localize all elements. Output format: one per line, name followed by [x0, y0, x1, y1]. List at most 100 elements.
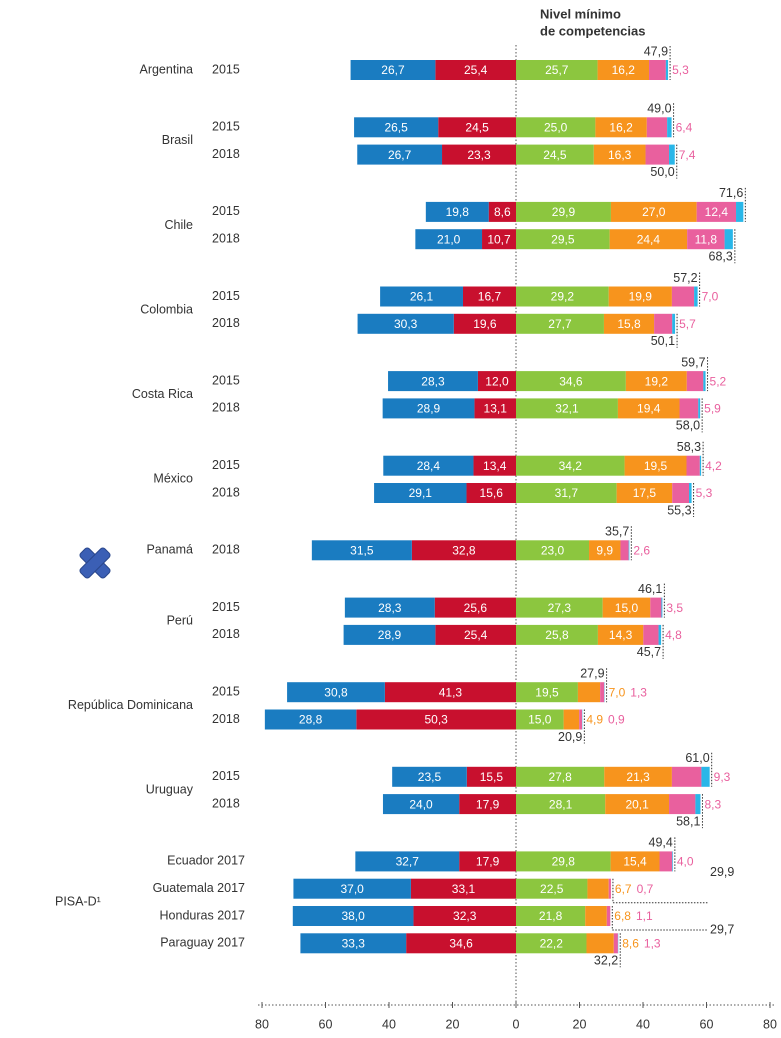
bar-segment: [287, 682, 385, 703]
row-label: 2018: [212, 316, 240, 330]
bar-segment: [411, 540, 516, 561]
bar-segment: [687, 229, 725, 250]
segment-label: 13,1: [484, 402, 508, 416]
bar-segment: [435, 624, 516, 645]
segment-label: 32,1: [555, 402, 579, 416]
bar-segment: [406, 933, 516, 954]
segment-label: 33,3: [342, 936, 366, 950]
bar-segment: [608, 286, 672, 307]
total-label: 29,7: [710, 922, 734, 936]
segment-label: 29,9: [552, 205, 576, 219]
bar-segment: [473, 455, 516, 476]
bar-segment: [516, 794, 606, 815]
segment-label: 7,4: [679, 148, 696, 162]
bar-segment: [435, 60, 516, 80]
bar-segment: [516, 766, 605, 787]
bar-segment: [577, 682, 601, 703]
segment-label: 0,7: [637, 882, 654, 896]
segment-label: 4,2: [705, 459, 722, 473]
group-label: México: [153, 472, 193, 486]
row-label: 2018: [212, 401, 240, 415]
total-label: 59,7: [681, 355, 705, 369]
segment-label: 25,0: [544, 120, 568, 134]
segment-label: 4,8: [665, 628, 682, 642]
bar-segment: [425, 201, 489, 222]
segment-label: 27,0: [642, 205, 666, 219]
bar-segment: [703, 371, 706, 392]
bar-segment: [646, 117, 668, 138]
row-label: Guatemala 2017: [153, 881, 245, 895]
segment-label: 10,7: [487, 232, 511, 246]
segment-label: 26,5: [384, 120, 408, 134]
bar-segment: [698, 398, 701, 419]
segment-label: 28,8: [299, 713, 323, 727]
segment-label: 5,2: [710, 374, 727, 388]
total-label: 58,0: [676, 419, 700, 433]
bar-segment: [413, 906, 516, 926]
segment-label: 29,5: [551, 232, 575, 246]
total-label: 50,0: [650, 165, 674, 179]
total-label: 27,9: [580, 666, 604, 680]
segment-label: 17,5: [633, 486, 657, 500]
segment-label: 22,2: [540, 936, 564, 950]
segment-label: 19,9: [629, 290, 653, 304]
x-tick-label: 40: [636, 1017, 650, 1031]
x-tick-label: 80: [255, 1017, 269, 1031]
row-label: 2018: [212, 231, 240, 245]
bar-segment: [686, 455, 700, 476]
total-bracket: [612, 878, 708, 904]
title-line: Nivel mínimo: [540, 6, 621, 21]
group-label: Chile: [165, 218, 194, 232]
bar-segment: [610, 201, 697, 222]
segment-label: 50,3: [424, 713, 448, 727]
total-label: 50,1: [651, 334, 675, 348]
bar-segment: [382, 398, 475, 419]
bar-segment: [462, 286, 516, 307]
bar-segment: [579, 709, 583, 730]
segment-label: 28,9: [378, 628, 402, 642]
bar-segment: [606, 906, 611, 926]
bar-segment: [593, 144, 646, 165]
x-tick-label: 20: [446, 1017, 460, 1031]
segment-label: 32,3: [453, 909, 477, 923]
segment-label: 19,6: [473, 317, 497, 331]
bar-segment: [616, 483, 673, 503]
bar-segment: [354, 117, 439, 138]
segment-label: 4,0: [677, 855, 694, 869]
segment-label: 15,5: [480, 770, 504, 784]
cross-icon: [79, 547, 111, 579]
x-tick-label: 60: [319, 1017, 333, 1031]
segment-label: 20,1: [625, 797, 649, 811]
segment-label: 27,7: [548, 317, 572, 331]
bar-segment: [613, 933, 618, 954]
bar-segment: [620, 540, 629, 561]
bar-segment: [610, 851, 660, 872]
bar-segment: [382, 794, 460, 815]
segment-label: 0,9: [608, 713, 625, 727]
x-tick-label: 60: [700, 1017, 714, 1031]
segment-label: 30,3: [394, 317, 418, 331]
row-label: 2015: [212, 120, 240, 134]
bar-segment: [600, 682, 605, 703]
segment-label: 19,4: [637, 402, 661, 416]
segment-label: 17,9: [476, 855, 500, 869]
total-label: 68,3: [709, 249, 733, 263]
segment-label: 5,9: [704, 402, 721, 416]
bar-segment: [442, 144, 516, 165]
segment-label: 30,8: [324, 685, 348, 699]
bar-segment: [516, 455, 625, 476]
segment-label: 25,6: [464, 601, 488, 615]
bar-segment: [392, 766, 467, 787]
total-label: 45,7: [637, 645, 661, 659]
bar-segment: [516, 371, 626, 392]
bar-segment: [605, 794, 670, 815]
segment-label: 19,2: [645, 374, 669, 388]
bar-segment: [516, 117, 596, 138]
group-label: Costa Rica: [132, 387, 193, 401]
segment-label: 8,6: [622, 936, 639, 950]
bar-segment: [603, 313, 655, 334]
segment-label: 6,8: [614, 909, 631, 923]
group-label: Perú: [167, 614, 193, 628]
bar-segment: [661, 597, 663, 618]
segment-label: 24,5: [465, 120, 489, 134]
